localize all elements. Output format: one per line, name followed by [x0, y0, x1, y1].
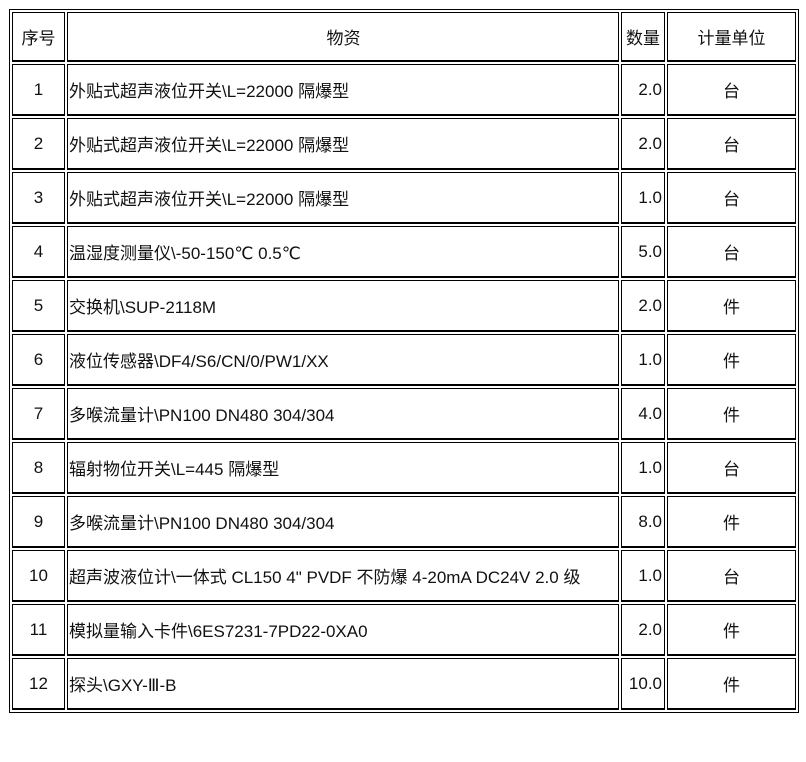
table-row: 1 外贴式超声液位开关\L=22000 隔爆型 2.0 台 [12, 64, 796, 116]
cell-index: 9 [12, 496, 65, 548]
cell-material: 外贴式超声液位开关\L=22000 隔爆型 [67, 118, 619, 170]
cell-unit: 台 [667, 64, 796, 116]
cell-unit: 件 [667, 388, 796, 440]
cell-quantity: 5.0 [621, 226, 665, 278]
cell-quantity: 2.0 [621, 280, 665, 332]
cell-index: 11 [12, 604, 65, 656]
cell-quantity: 8.0 [621, 496, 665, 548]
cell-material: 探头\GXY-Ⅲ-B [67, 658, 619, 710]
cell-index: 12 [12, 658, 65, 710]
cell-quantity: 10.0 [621, 658, 665, 710]
table-row: 11 模拟量输入卡件\6ES7231-7PD22-0XA0 2.0 件 [12, 604, 796, 656]
cell-index: 2 [12, 118, 65, 170]
cell-unit: 件 [667, 604, 796, 656]
cell-index: 6 [12, 334, 65, 386]
table-row: 8 辐射物位开关\L=445 隔爆型 1.0 台 [12, 442, 796, 494]
cell-quantity: 2.0 [621, 64, 665, 116]
cell-quantity: 2.0 [621, 118, 665, 170]
cell-material: 外贴式超声液位开关\L=22000 隔爆型 [67, 64, 619, 116]
cell-index: 5 [12, 280, 65, 332]
table-row: 10 超声波液位计\一体式 CL150 4" PVDF 不防爆 4-20mA DC… [12, 550, 796, 602]
cell-material: 模拟量输入卡件\6ES7231-7PD22-0XA0 [67, 604, 619, 656]
cell-material: 多喉流量计\PN100 DN480 304/304 [67, 388, 619, 440]
table-row: 2 外贴式超声液位开关\L=22000 隔爆型 2.0 台 [12, 118, 796, 170]
cell-index: 7 [12, 388, 65, 440]
cell-unit: 台 [667, 442, 796, 494]
table-row: 3 外贴式超声液位开关\L=22000 隔爆型 1.0 台 [12, 172, 796, 224]
cell-material: 多喉流量计\PN100 DN480 304/304 [67, 496, 619, 548]
table-row: 9 多喉流量计\PN100 DN480 304/304 8.0 件 [12, 496, 796, 548]
table-row: 4 温湿度测量仪\-50-150℃ 0.5℃ 5.0 台 [12, 226, 796, 278]
cell-index: 3 [12, 172, 65, 224]
table-row: 6 液位传感器\DF4/S6/CN/0/PW1/XX 1.0 件 [12, 334, 796, 386]
cell-quantity: 2.0 [621, 604, 665, 656]
cell-material: 辐射物位开关\L=445 隔爆型 [67, 442, 619, 494]
cell-unit: 台 [667, 550, 796, 602]
cell-quantity: 1.0 [621, 550, 665, 602]
cell-unit: 台 [667, 172, 796, 224]
cell-unit: 台 [667, 118, 796, 170]
cell-material: 超声波液位计\一体式 CL150 4" PVDF 不防爆 4-20mA DC24… [67, 550, 619, 602]
header-quantity: 数量 [621, 12, 665, 62]
cell-material: 温湿度测量仪\-50-150℃ 0.5℃ [67, 226, 619, 278]
cell-index: 1 [12, 64, 65, 116]
table-row: 7 多喉流量计\PN100 DN480 304/304 4.0 件 [12, 388, 796, 440]
cell-unit: 台 [667, 226, 796, 278]
header-material: 物资 [67, 12, 619, 62]
cell-unit: 件 [667, 280, 796, 332]
header-index: 序号 [12, 12, 65, 62]
cell-quantity: 1.0 [621, 172, 665, 224]
table-row: 12 探头\GXY-Ⅲ-B 10.0 件 [12, 658, 796, 710]
cell-quantity: 1.0 [621, 442, 665, 494]
cell-material: 液位传感器\DF4/S6/CN/0/PW1/XX [67, 334, 619, 386]
table-row: 5 交换机\SUP-2118M 2.0 件 [12, 280, 796, 332]
cell-index: 10 [12, 550, 65, 602]
cell-unit: 件 [667, 658, 796, 710]
cell-index: 8 [12, 442, 65, 494]
header-row: 序号 物资 数量 计量单位 [12, 12, 796, 62]
cell-material: 外贴式超声液位开关\L=22000 隔爆型 [67, 172, 619, 224]
cell-index: 4 [12, 226, 65, 278]
cell-unit: 件 [667, 496, 796, 548]
cell-material: 交换机\SUP-2118M [67, 280, 619, 332]
cell-unit: 件 [667, 334, 796, 386]
materials-table: 序号 物资 数量 计量单位 1 外贴式超声液位开关\L=22000 隔爆型 2.0 台… [9, 9, 799, 713]
cell-quantity: 4.0 [621, 388, 665, 440]
cell-quantity: 1.0 [621, 334, 665, 386]
header-unit: 计量单位 [667, 12, 796, 62]
